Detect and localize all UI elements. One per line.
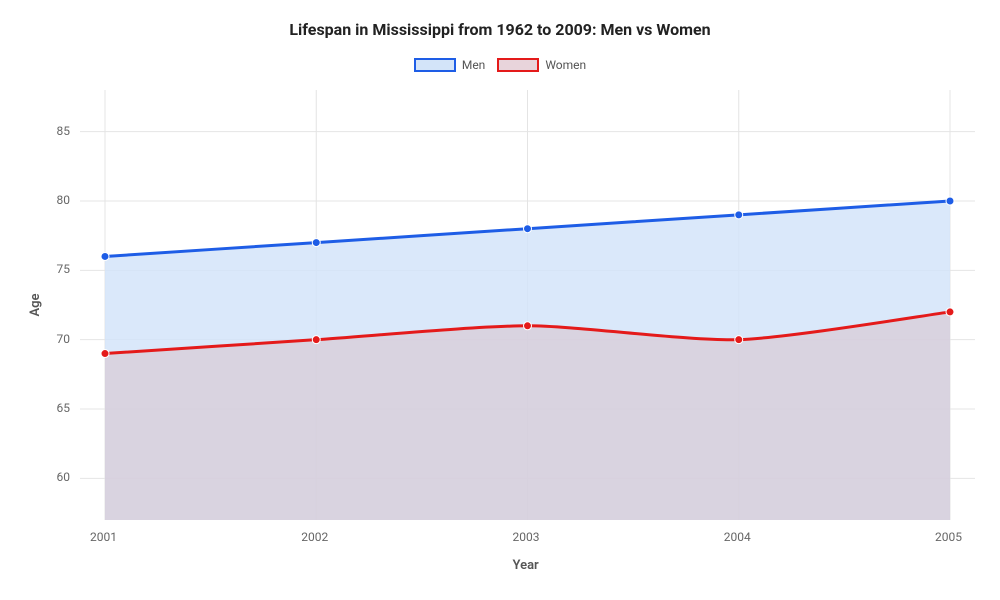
chart-title: Lifespan in Mississippi from 1962 to 200… xyxy=(0,20,1000,39)
x-tick-label: 2004 xyxy=(724,530,751,544)
legend-label-men: Men xyxy=(462,58,485,72)
y-tick-label: 70 xyxy=(57,332,71,346)
y-tick-label: 75 xyxy=(57,262,71,276)
x-axis-label: Year xyxy=(513,558,539,573)
legend-item-women[interactable]: Women xyxy=(497,58,586,72)
y-axis-label: Age xyxy=(28,293,43,316)
legend-item-men[interactable]: Men xyxy=(414,58,485,72)
x-tick-label: 2003 xyxy=(513,530,540,544)
y-tick-label: 80 xyxy=(57,193,71,207)
y-tick-label: 60 xyxy=(57,470,71,484)
x-tick-label: 2002 xyxy=(301,530,328,544)
x-tick-label: 2005 xyxy=(935,530,962,544)
y-tick-label: 85 xyxy=(57,124,71,138)
x-tick-label: 2001 xyxy=(90,530,117,544)
y-tick-label: 65 xyxy=(57,401,71,415)
legend-swatch-women xyxy=(497,58,539,72)
legend-swatch-men xyxy=(414,58,456,72)
legend-label-women: Women xyxy=(545,58,586,72)
chart-container: Lifespan in Mississippi from 1962 to 200… xyxy=(0,0,1000,600)
plot-area xyxy=(80,90,975,520)
legend: Men Women xyxy=(0,58,1000,72)
